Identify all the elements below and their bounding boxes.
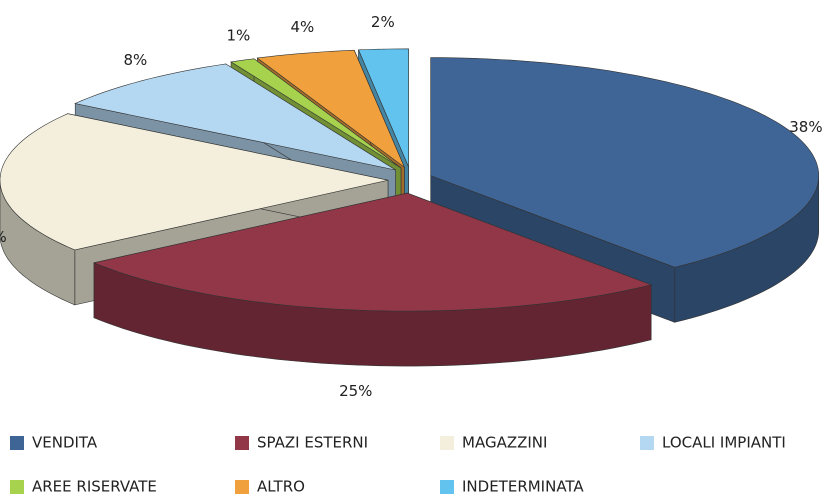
data-label: 19% (0, 228, 7, 246)
legend-label: INDETERMINATA (462, 478, 584, 495)
legend-label: AREE RISERVATE (32, 478, 157, 495)
legend-label: LOCALI IMPIANTI (662, 434, 786, 452)
data-label: 25% (339, 382, 372, 400)
data-label: 4% (290, 18, 314, 36)
data-label: 38% (789, 118, 822, 136)
legend-label: SPAZI ESTERNI (257, 434, 368, 452)
legend-label: MAGAZZINI (462, 434, 547, 452)
data-label: 1% (226, 26, 250, 44)
slice (0, 113, 389, 251)
legend-swatch (10, 436, 24, 450)
slice (74, 63, 396, 171)
slice (430, 57, 820, 268)
legend-swatch (640, 436, 654, 450)
legend-swatch (440, 480, 454, 494)
legend-swatch (440, 436, 454, 450)
data-label: 2% (371, 13, 395, 31)
slice (358, 48, 409, 167)
legend-swatch (10, 480, 24, 494)
legend-label: VENDITA (32, 434, 98, 452)
legend-swatch (235, 436, 249, 450)
legend-swatch (235, 480, 249, 494)
slice (256, 49, 406, 169)
legend-label: ALTRO (257, 478, 305, 495)
slice (92, 192, 653, 312)
slice (230, 58, 402, 169)
data-label: 8% (124, 51, 148, 69)
